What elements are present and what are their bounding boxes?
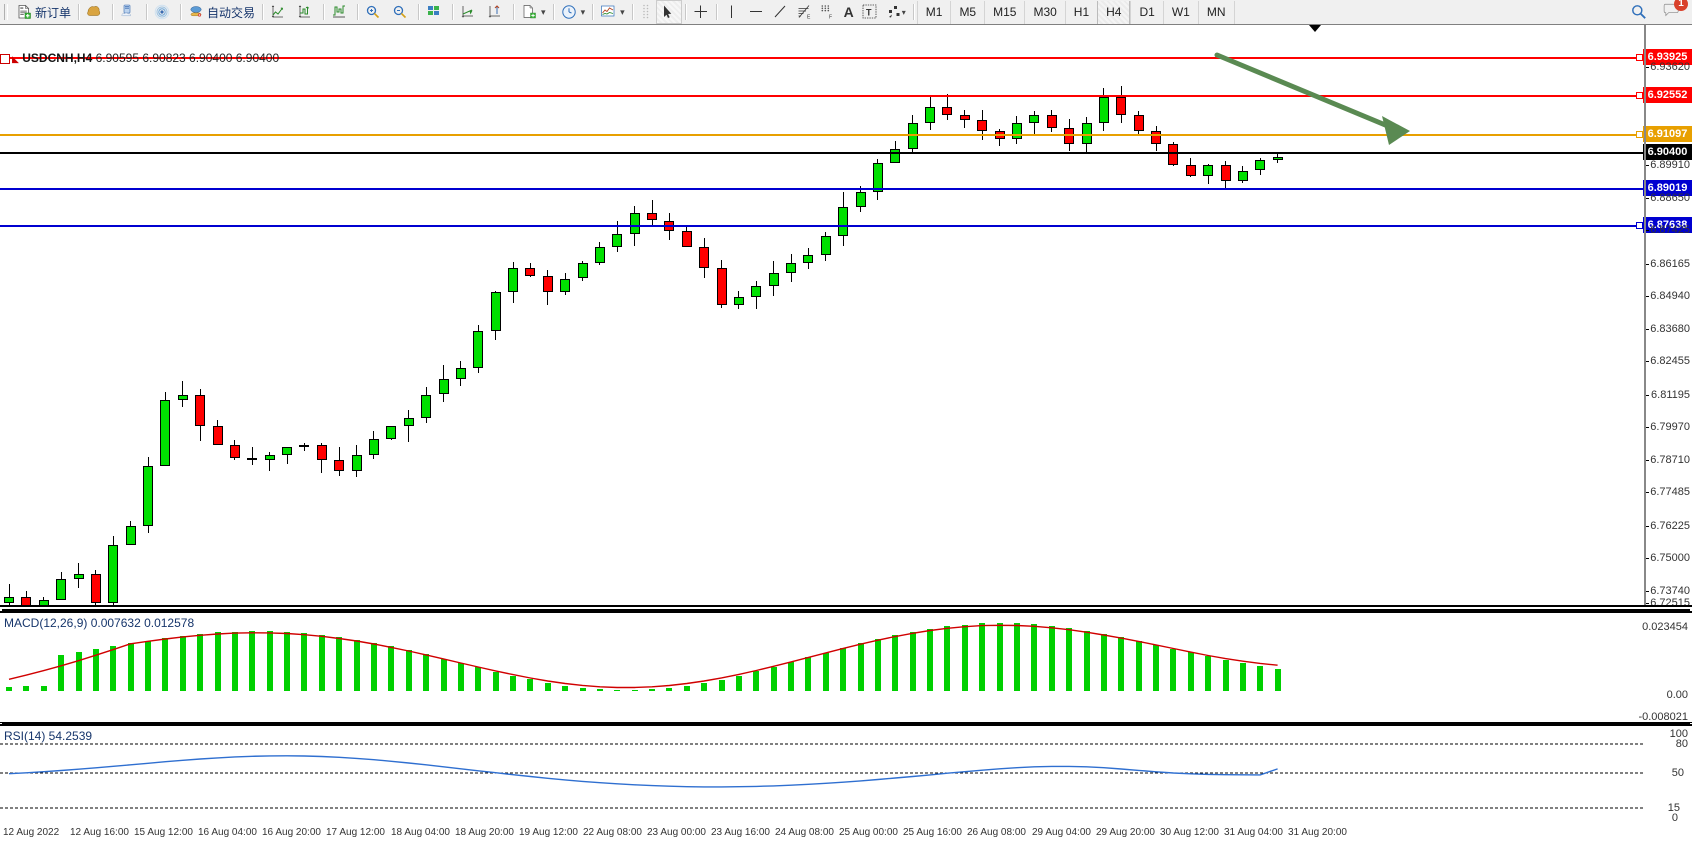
svg-text:E: E xyxy=(807,15,811,21)
svg-text:T: T xyxy=(866,8,872,18)
svg-text:F: F xyxy=(829,15,832,21)
